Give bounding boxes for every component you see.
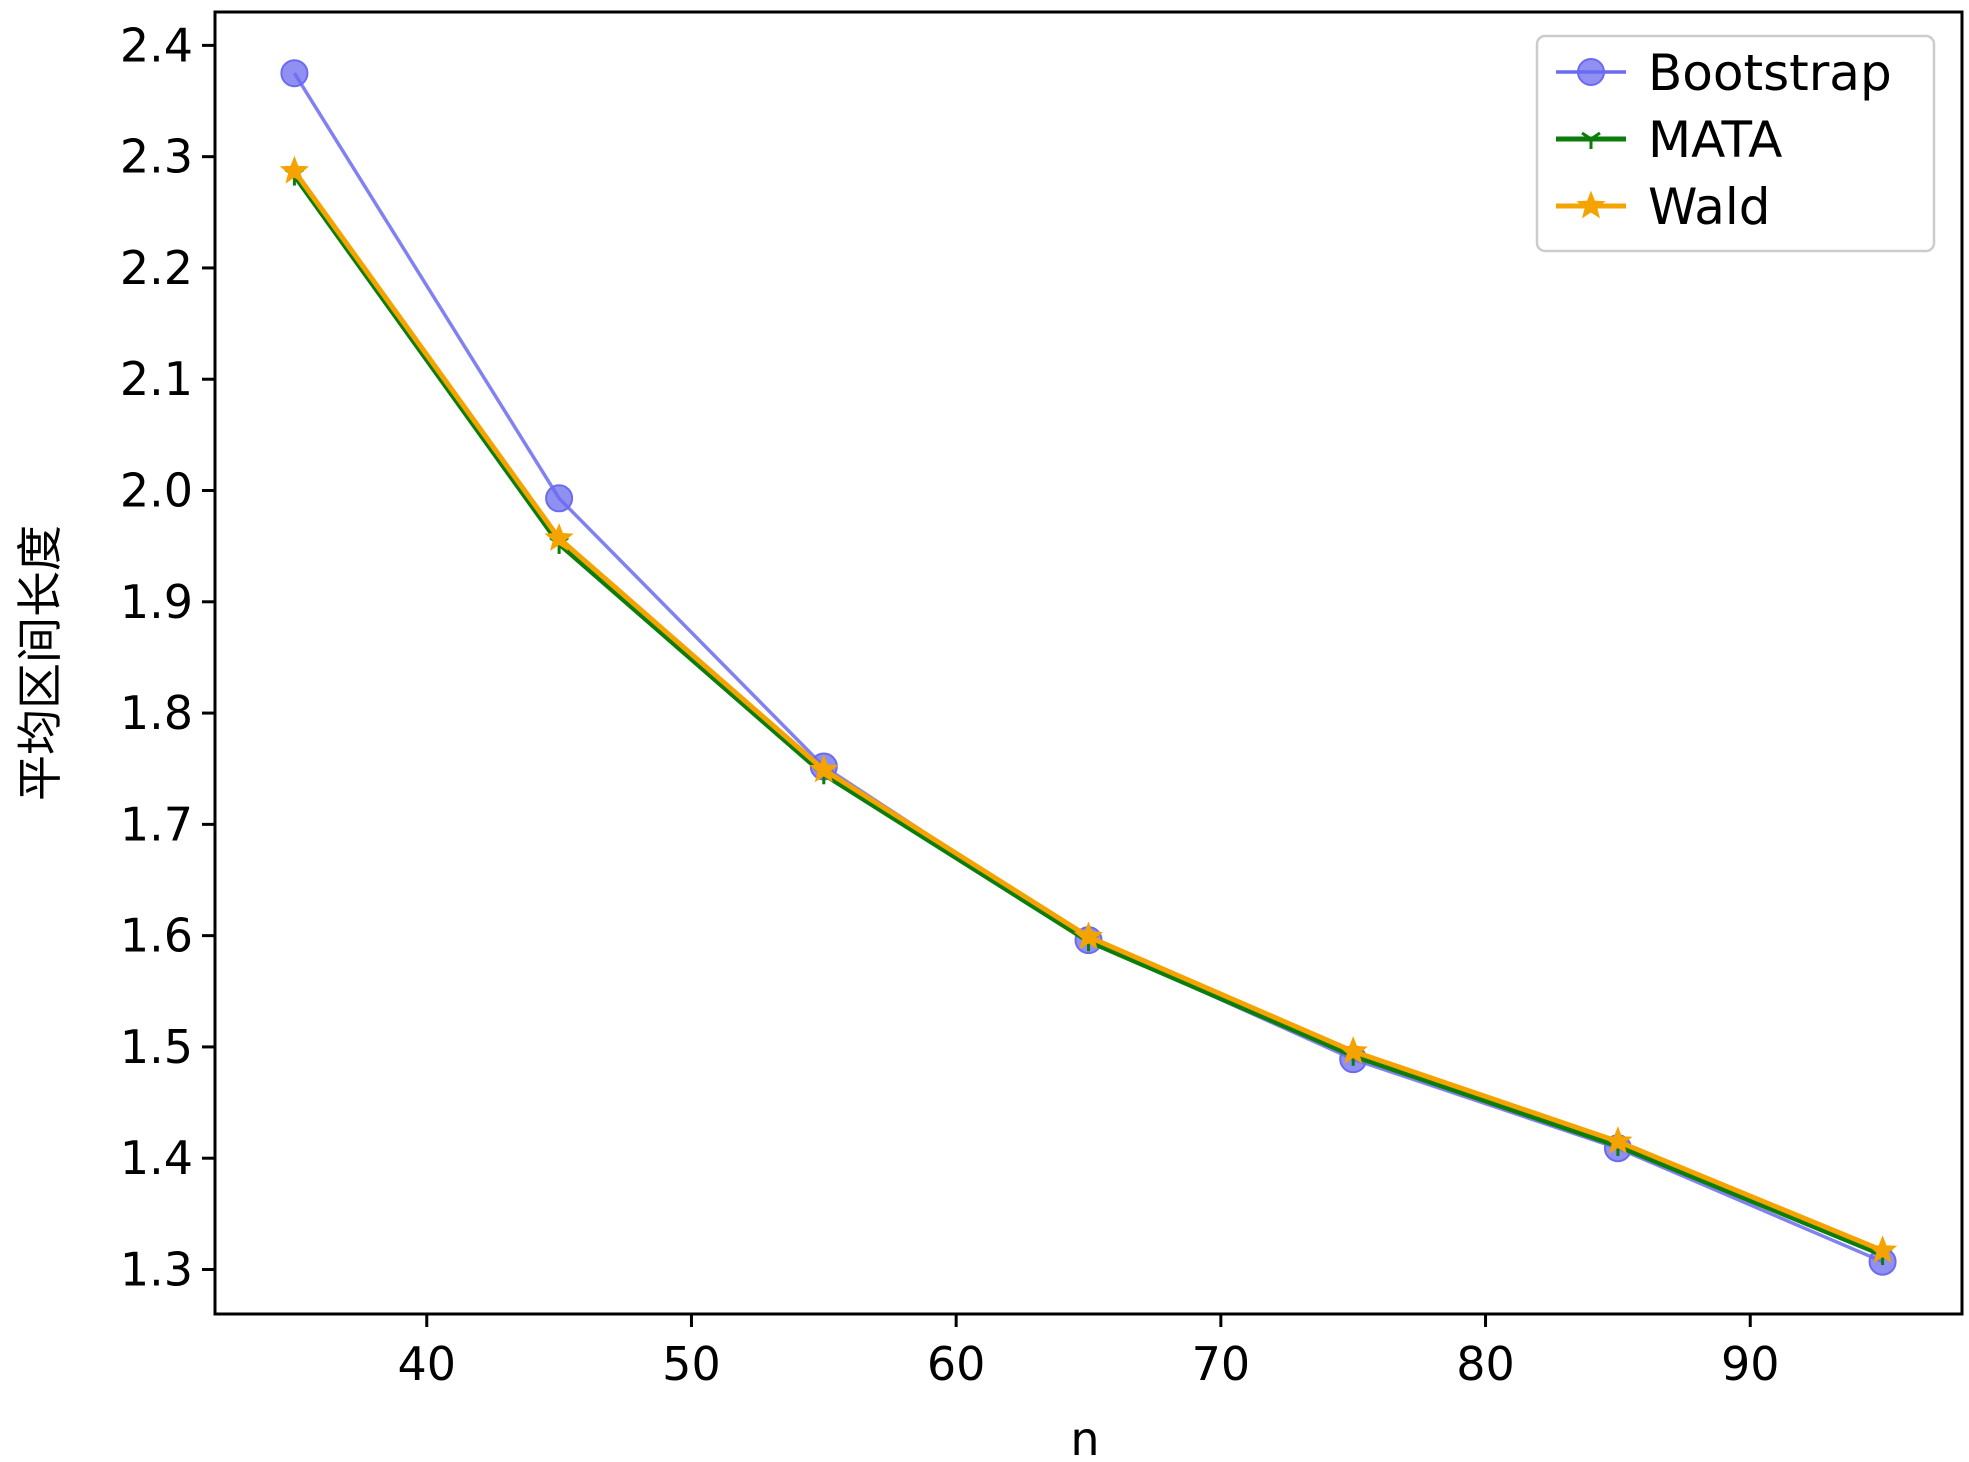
- y-tick-label: 1.5: [120, 1020, 193, 1074]
- x-tick-label: 50: [662, 1337, 721, 1391]
- data-point-bootstrap: [280, 59, 309, 88]
- legend-item-wald: Wald: [1556, 178, 1771, 236]
- legend-label-bootstrap: Bootstrap: [1648, 44, 1892, 102]
- data-point-wald: [1073, 921, 1104, 950]
- legend-marker-mata: [1581, 131, 1601, 149]
- y-tick-label: 2.3: [120, 130, 193, 184]
- y-tick-label: 2.0: [120, 464, 193, 518]
- y-tick-label: 1.3: [120, 1242, 193, 1296]
- y-axis-title: 平均区间长度: [13, 525, 67, 801]
- x-axis: 40 50 60 70 80 90: [397, 1314, 1780, 1391]
- legend-item-bootstrap: Bootstrap: [1556, 44, 1892, 102]
- data-point-wald: [809, 754, 839, 783]
- y-axis: 1.3 1.4 1.5 1.6 1.7 1.8 1.9 2.0 2.1 2.2 2.3 2.4: [120, 18, 215, 1296]
- x-tick-label: 90: [1721, 1337, 1780, 1391]
- y-tick-label: 2.4: [120, 18, 193, 72]
- series-wald: [279, 155, 1898, 1264]
- data-point-bootstrap: [545, 484, 574, 513]
- x-tick-label: 80: [1456, 1337, 1515, 1391]
- y-tick-label: 1.7: [120, 797, 193, 851]
- x-tick-label: 60: [927, 1337, 986, 1391]
- data-point-wald: [279, 155, 310, 184]
- y-tick-label: 1.9: [120, 575, 193, 629]
- legend-label-mata: MATA: [1648, 111, 1782, 169]
- y-tick-label: 1.6: [120, 909, 193, 963]
- legend-marker-bootstrap: [1577, 58, 1605, 86]
- legend-item-mata: MATA: [1556, 111, 1782, 169]
- y-tick-label: 2.1: [120, 352, 193, 406]
- legend-marker-wald: [1576, 190, 1606, 219]
- data-point-wald: [1603, 1126, 1633, 1154]
- legend: Bootstrap MATA Wald: [1535, 34, 1936, 253]
- data-point-wald: [544, 523, 574, 551]
- legend-box: [1535, 34, 1936, 253]
- series-group: [279, 59, 1898, 1276]
- x-tick-label: 70: [1192, 1337, 1251, 1391]
- x-axis-title: n: [1070, 1412, 1099, 1462]
- legend-label-wald: Wald: [1648, 178, 1771, 236]
- x-tick-label: 40: [397, 1337, 456, 1391]
- y-tick-label: 1.4: [120, 1131, 193, 1185]
- y-tick-label: 2.2: [120, 241, 193, 295]
- data-point-wald: [1867, 1235, 1898, 1264]
- y-tick-label: 1.8: [120, 686, 193, 740]
- data-point-wald: [1338, 1036, 1368, 1064]
